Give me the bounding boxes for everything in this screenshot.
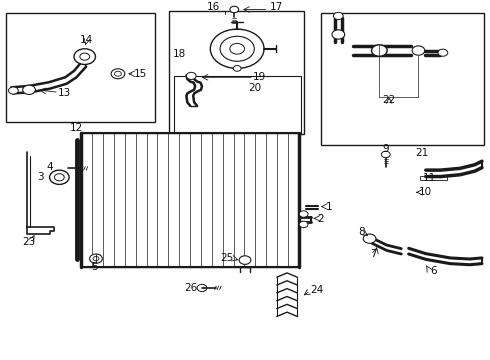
Text: 23: 23: [23, 237, 36, 247]
Text: 3: 3: [37, 172, 44, 182]
Text: 17: 17: [270, 2, 283, 12]
Circle shape: [299, 221, 308, 228]
Text: 1: 1: [326, 202, 332, 212]
Circle shape: [90, 254, 102, 263]
Circle shape: [230, 6, 239, 13]
Circle shape: [332, 30, 344, 39]
Text: 13: 13: [58, 89, 71, 98]
Text: 5: 5: [92, 262, 98, 272]
Circle shape: [115, 71, 122, 76]
Circle shape: [220, 36, 254, 61]
Circle shape: [230, 44, 245, 54]
Text: 2: 2: [318, 215, 324, 224]
Text: 6: 6: [430, 266, 437, 276]
Circle shape: [363, 234, 376, 243]
Text: 9: 9: [382, 144, 389, 154]
Circle shape: [23, 85, 35, 94]
Circle shape: [333, 12, 343, 19]
Text: 12: 12: [70, 123, 83, 133]
Circle shape: [371, 45, 387, 56]
Circle shape: [233, 66, 241, 71]
Text: 26: 26: [185, 283, 198, 293]
Bar: [81, 132, 299, 266]
Text: 4: 4: [46, 162, 53, 172]
Text: 19: 19: [253, 72, 266, 82]
Text: 18: 18: [172, 49, 186, 59]
Text: 25: 25: [220, 253, 233, 262]
Circle shape: [438, 49, 448, 56]
Circle shape: [381, 151, 390, 158]
Bar: [321, 13, 485, 145]
Bar: [81, 132, 299, 266]
Text: 21: 21: [415, 148, 428, 158]
Bar: [174, 76, 301, 134]
Bar: [420, 176, 447, 180]
Circle shape: [80, 53, 90, 60]
Circle shape: [210, 29, 264, 68]
Text: 16: 16: [207, 2, 220, 12]
Circle shape: [93, 257, 99, 261]
Text: 24: 24: [311, 285, 324, 295]
Text: 8: 8: [358, 226, 365, 237]
Text: 22: 22: [383, 95, 396, 105]
Circle shape: [197, 284, 207, 292]
Circle shape: [49, 170, 69, 184]
Text: 15: 15: [133, 69, 147, 79]
Circle shape: [299, 211, 308, 217]
Bar: [169, 11, 304, 134]
Text: 11: 11: [423, 173, 436, 183]
Circle shape: [54, 174, 64, 181]
Circle shape: [186, 72, 196, 80]
Circle shape: [412, 46, 425, 55]
Circle shape: [111, 69, 125, 79]
Circle shape: [239, 256, 251, 264]
Circle shape: [8, 87, 18, 94]
Text: 14: 14: [79, 35, 93, 45]
Text: 20: 20: [248, 83, 261, 93]
Bar: [5, 13, 155, 122]
Circle shape: [74, 49, 96, 64]
Text: 10: 10: [419, 187, 432, 197]
Text: 7: 7: [369, 249, 376, 259]
